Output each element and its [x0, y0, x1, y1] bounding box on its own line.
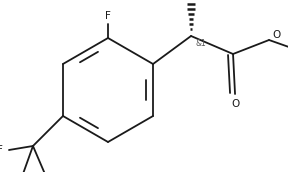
Text: &1: &1 — [196, 40, 206, 49]
Text: F: F — [105, 11, 111, 21]
Text: O: O — [231, 99, 239, 109]
Text: O: O — [272, 30, 280, 40]
Text: F: F — [0, 145, 3, 155]
